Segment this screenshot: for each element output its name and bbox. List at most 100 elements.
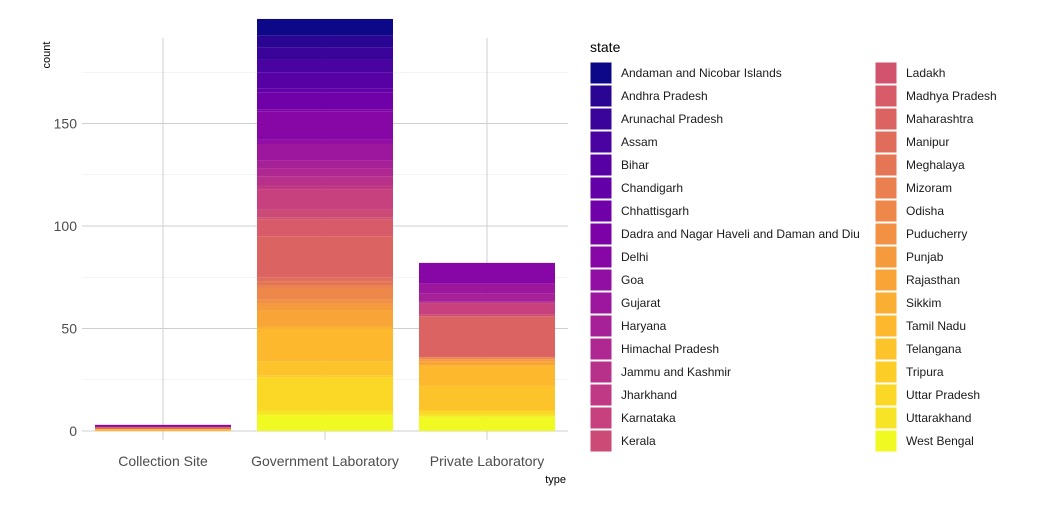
legend-label: Tamil Nadu [906, 319, 966, 333]
legend-swatch [589, 406, 613, 430]
legend-label: Karnataka [621, 411, 676, 425]
legend-swatch [589, 130, 613, 154]
legend-swatch [589, 360, 613, 384]
bar-segment [257, 285, 393, 288]
legend-title: state [590, 39, 621, 55]
bar-segment [257, 176, 393, 185]
bar-segment [257, 139, 393, 144]
y-tick-label: 50 [61, 321, 77, 337]
legend-label: Andhra Pradesh [621, 89, 708, 103]
legend-swatch [874, 153, 898, 177]
bar-segment [419, 385, 555, 411]
legend-label: Chandigarh [621, 181, 683, 195]
x-tick-label: Collection Site [118, 453, 208, 469]
bar-segment [257, 47, 393, 60]
bar-segment [257, 109, 393, 112]
y-tick-label: 150 [54, 116, 78, 132]
legend-swatch [589, 222, 613, 246]
bar-stacks [95, 18, 555, 431]
bar-segment [257, 310, 393, 327]
legend-swatch [874, 199, 898, 223]
bar-segment [419, 301, 555, 304]
bar-segment [257, 18, 393, 36]
bar-segment [257, 377, 393, 411]
bar-segment [257, 410, 393, 415]
legend-label: Haryana [621, 319, 667, 333]
bar-segment [257, 209, 393, 218]
bar-segment [257, 414, 393, 431]
legend-label: Sikkim [906, 296, 941, 310]
bar-segment [257, 111, 393, 140]
legend-swatch [589, 429, 613, 453]
bar-segment [419, 314, 555, 317]
legend-label: Kerala [621, 434, 656, 448]
bar-segment [419, 262, 555, 284]
legend-swatch [874, 245, 898, 269]
bar-segment [419, 283, 555, 294]
legend-label: Madhya Pradesh [906, 89, 997, 103]
legend-swatch [874, 360, 898, 384]
legend-swatch [589, 153, 613, 177]
bar-segment [419, 316, 555, 358]
legend-swatch [874, 61, 898, 85]
legend-label: Uttarakhand [906, 411, 971, 425]
bar-segment [257, 59, 393, 73]
legend-swatch [589, 199, 613, 223]
bar-segment [95, 428, 231, 431]
legend-swatch [589, 314, 613, 338]
bar-segment [419, 303, 555, 315]
y-tick-label: 100 [54, 218, 78, 234]
legend-swatch [589, 383, 613, 407]
bar-segment [257, 185, 393, 190]
legend-swatch [874, 176, 898, 200]
legend-swatch [589, 337, 613, 361]
legend-swatch [874, 84, 898, 108]
bar-segment [257, 375, 393, 378]
bar-segment [257, 328, 393, 362]
bar-segment [257, 168, 393, 177]
x-axis-ticks: Collection Site Government Laboratory Priv… [118, 453, 544, 469]
bar-segment [257, 144, 393, 161]
legend-label: Odisha [906, 204, 944, 218]
bar-segment [419, 416, 555, 431]
bar-segment [257, 72, 393, 89]
legend-label: Tripura [906, 365, 944, 379]
legend-label: Rajasthan [906, 273, 960, 287]
y-axis-ticks: 0 50 100 150 [54, 116, 78, 440]
y-axis-label: count [41, 42, 53, 69]
legend-label: Chhattisgarh [621, 204, 689, 218]
legend-label: Uttar Pradesh [906, 388, 980, 402]
legend-swatch [874, 337, 898, 361]
x-tick-label: Private Laboratory [430, 453, 544, 469]
bar-segment [257, 299, 393, 304]
bar-segment [257, 92, 393, 110]
bar-segment [257, 281, 393, 286]
legend-swatch [874, 429, 898, 453]
bar-segment [257, 236, 393, 278]
legend-label: Assam [621, 135, 658, 149]
legend-label: Andaman and Nicobar Islands [621, 66, 782, 80]
legend-swatch [874, 107, 898, 131]
legend-swatch [589, 107, 613, 131]
bar-segment [419, 361, 555, 366]
legend-swatch [874, 314, 898, 338]
legend-label: Manipur [906, 135, 949, 149]
legend-swatch [874, 383, 898, 407]
legend-swatch [874, 291, 898, 315]
bar-segment [257, 277, 393, 282]
legend-label: Telangana [906, 342, 962, 356]
bar-segment [257, 219, 393, 237]
y-tick-label: 0 [69, 423, 77, 439]
legend-label: Meghalaya [906, 158, 965, 172]
bar-segment [257, 160, 393, 169]
legend-label: Ladakh [906, 66, 945, 80]
legend-label: Dadra and Nagar Haveli and Daman and Diu [621, 227, 860, 241]
x-tick-label: Government Laboratory [251, 453, 399, 469]
bar-segment [257, 361, 393, 376]
legend-label: Puducherry [906, 227, 967, 241]
legend-swatch [589, 245, 613, 269]
legend-label: Delhi [621, 250, 648, 264]
bar-segment [257, 189, 393, 210]
legend-swatch [589, 268, 613, 292]
